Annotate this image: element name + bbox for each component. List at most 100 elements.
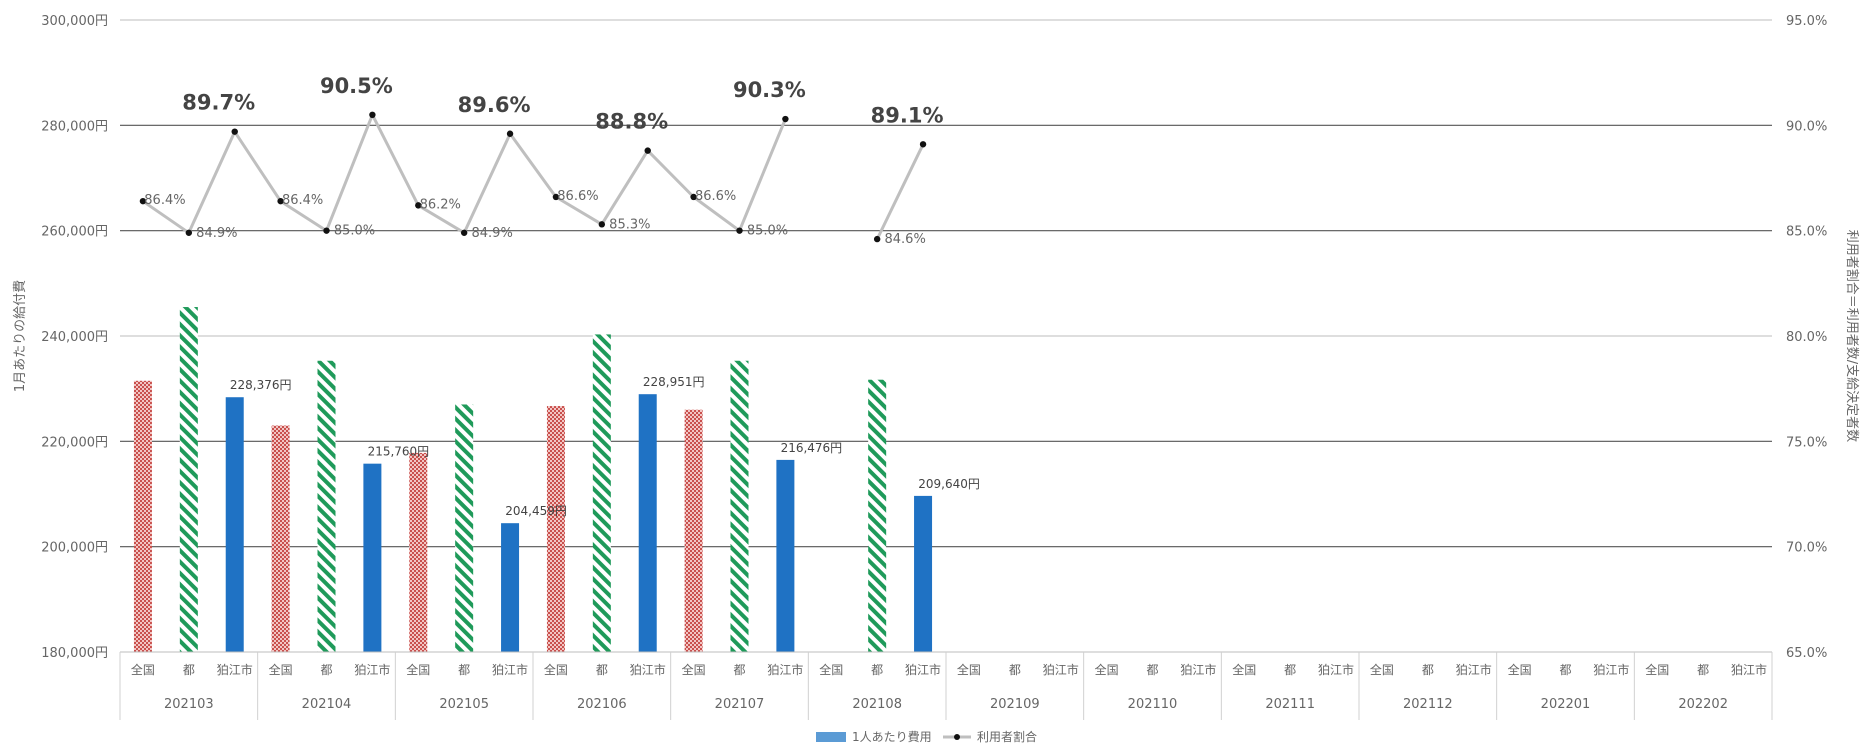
line-point [231, 128, 238, 135]
x-group-tick-label: 202104 [302, 697, 352, 712]
line-point [552, 193, 560, 201]
x-sub-tick-label: 狛江市 [217, 662, 253, 677]
line-series-path [142, 113, 925, 240]
bar-狛江市 [501, 523, 520, 652]
x-sub-tick-label: 狛江市 [1456, 662, 1492, 677]
y-left-tick-label: 260,000円 [41, 225, 108, 240]
line-point [415, 202, 422, 209]
line-point [185, 229, 193, 236]
line-data-label: 84.9% [472, 226, 513, 241]
bar-狛江市 [638, 394, 657, 652]
x-sub-tick-label: 都 [458, 663, 470, 677]
line-point [690, 193, 697, 201]
bar-狛江市 [225, 397, 244, 652]
line-data-label: 90.3% [733, 78, 806, 102]
x-sub-tick-label: 全国 [819, 662, 843, 677]
x-sub-tick-label: 都 [1697, 663, 1709, 677]
x-sub-tick-label: 狛江市 [492, 662, 528, 677]
y-left-axis-title: 1月あたりの給付費 [13, 280, 28, 392]
x-group-tick-label: 202108 [852, 697, 902, 712]
bar-都 [592, 334, 611, 652]
bar-都 [179, 307, 198, 652]
y-left-tick-label: 220,000円 [41, 435, 108, 450]
x-sub-tick-label: 都 [1422, 663, 1434, 677]
line-data-label: 86.4% [282, 193, 323, 208]
bar-都 [455, 404, 474, 652]
line-point [277, 197, 284, 205]
x-group-tick-label: 202106 [577, 697, 627, 712]
x-sub-tick-label: 都 [596, 663, 608, 677]
bar-全国 [409, 452, 428, 652]
line-point [782, 115, 789, 123]
line-data-label: 85.0% [334, 224, 375, 239]
line-data-label: 89.7% [182, 91, 255, 115]
y-left-tick-label: 240,000円 [41, 330, 108, 345]
line-point [598, 221, 606, 228]
line-point [736, 227, 743, 234]
legend-swatch-marker [954, 734, 960, 740]
line-point [873, 235, 881, 243]
bar-都 [730, 360, 749, 652]
x-sub-tick-label: 全国 [1370, 662, 1394, 677]
x-group-tick-label: 202109 [990, 697, 1040, 712]
x-sub-tick-label: 都 [1009, 663, 1021, 677]
y-right-tick-label: 80.0% [1786, 330, 1827, 345]
bar-data-label: 228,376円 [230, 378, 292, 392]
bar-都 [868, 379, 887, 652]
bar-data-label: 216,476円 [781, 441, 843, 455]
y-right-axis-title: 利用者割合＝利用者数/支給決定者数 [1844, 230, 1860, 442]
x-group-tick-label: 202201 [1541, 697, 1591, 712]
bar-全国 [133, 380, 152, 652]
bar-狛江市 [914, 495, 933, 652]
x-group-tick-label: 202105 [439, 697, 489, 712]
legend-swatch-bar [816, 732, 846, 742]
y-right-tick-label: 85.0% [1786, 225, 1827, 240]
legend-label-line: 利用者割合 [977, 729, 1037, 744]
x-sub-tick-label: 狛江市 [1731, 662, 1767, 677]
x-group-tick-label: 202202 [1678, 697, 1728, 712]
x-sub-tick-label: 狛江市 [630, 662, 666, 677]
x-sub-tick-label: 狛江市 [767, 662, 803, 677]
line-point [644, 147, 651, 154]
bar-狛江市 [363, 463, 382, 652]
y-right-tick-label: 65.0% [1786, 646, 1827, 661]
line-point [139, 197, 147, 205]
y-left-tick-label: 180,000円 [41, 646, 108, 661]
gridlines [120, 19, 1772, 653]
bar-狛江市 [776, 459, 795, 652]
bar-layer: 228,376円 215,760円 204,459円 228,951円 216,476円… [133, 307, 980, 652]
bar-data-label: 228,951円 [643, 375, 705, 389]
line-data-label: 85.3% [609, 217, 650, 232]
line-data-label: 90.5% [320, 74, 393, 98]
line-point [919, 141, 927, 148]
y-right-tick-label: 75.0% [1786, 435, 1827, 450]
x-group-tick-label: 202103 [164, 697, 214, 712]
line-data-label: 84.6% [885, 232, 926, 247]
line-point [369, 111, 376, 119]
legend: 1人あたり費用 利用者割合 [816, 729, 1037, 744]
x-sub-tick-label: 都 [733, 663, 745, 677]
line-data-label: 88.8% [595, 110, 668, 134]
x-sub-tick-label: 全国 [682, 662, 706, 677]
line-data-label: 89.6% [458, 93, 531, 117]
y-left-tick-label: 280,000円 [41, 119, 108, 134]
x-sub-tick-label: 全国 [406, 662, 430, 677]
bar-data-label: 204,459円 [505, 504, 567, 518]
bar-都 [317, 360, 336, 652]
x-sub-tick-label: 全国 [131, 662, 155, 677]
x-sub-tick-label: 全国 [1508, 662, 1532, 677]
x-sub-tick-label: 全国 [1645, 662, 1669, 677]
y-right-tick-label: 70.0% [1786, 541, 1827, 556]
x-sub-tick-label: 狛江市 [905, 662, 941, 677]
line-point [323, 227, 330, 234]
x-sub-tick-label: 狛江市 [354, 662, 390, 677]
y-left-tick-label: 200,000円 [41, 541, 108, 556]
x-sub-tick-label: 都 [1559, 663, 1571, 677]
bar-data-label: 215,760円 [368, 445, 430, 459]
x-sub-tick-label: 全国 [1232, 662, 1256, 677]
x-sub-tick-label: 都 [320, 663, 332, 677]
x-sub-tick-label: 狛江市 [1043, 662, 1079, 677]
legend-label-bar: 1人あたり費用 [852, 729, 932, 744]
x-sub-tick-label: 全国 [544, 662, 568, 677]
x-group-tick-label: 202110 [1128, 697, 1178, 712]
